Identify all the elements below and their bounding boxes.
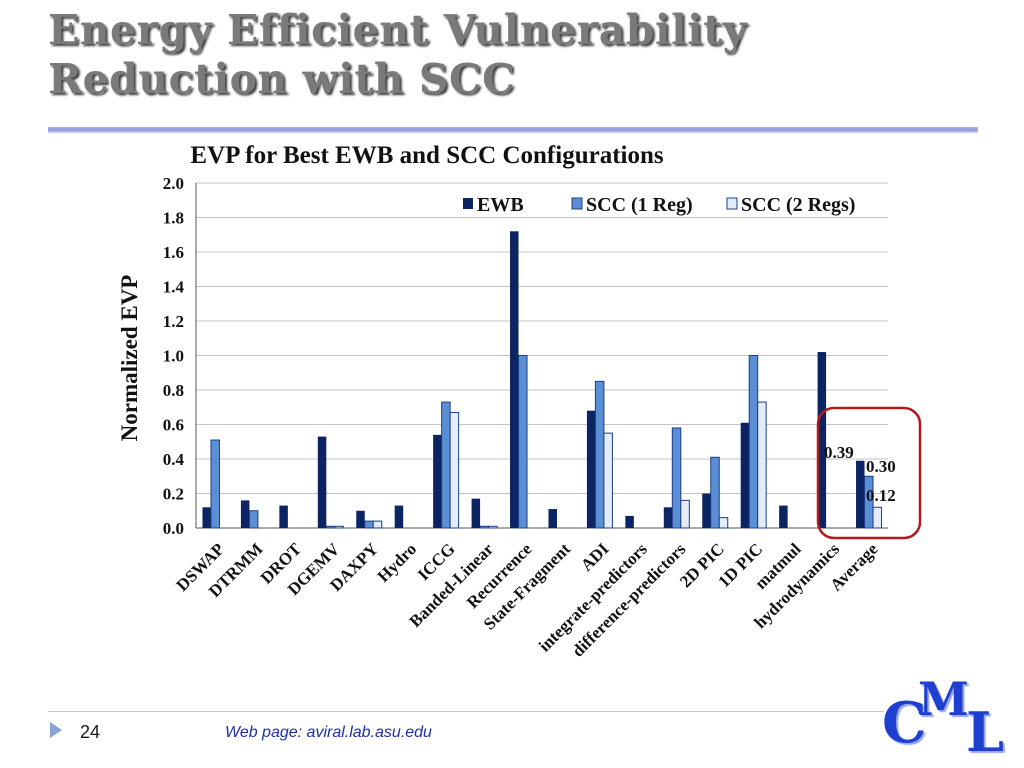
bar-ewb [279,505,288,528]
y-tick-label: 0.4 [163,450,185,469]
bar-ewb [625,515,634,528]
bar-scc-1-reg [479,525,490,529]
slide-title: Energy Efficient Vulnerability Reduction… [48,6,988,104]
bar-ewb [240,500,250,528]
y-tick-label: 1.8 [163,209,184,228]
legend-label: SCC (2 Regs) [741,194,855,216]
y-tick-label: 0.8 [163,381,184,400]
y-tick-label: 0.2 [163,485,184,504]
bar-scc-2-regs [872,506,883,529]
evp-bar-chart: EVP for Best EWB and SCC Configurations 0… [117,142,922,661]
footer-arrow-icon [50,722,62,738]
bar-scc-1-reg [748,355,759,529]
bar-ewb [702,493,711,528]
slide-title-line2: Reduction with SCC [48,55,516,103]
bar-scc-1-reg [864,475,874,529]
bar-scc-1-reg [518,355,528,529]
web-page-link[interactable]: Web page: aviral.lab.asu.edu [225,724,432,741]
bar-scc-2-regs [449,411,460,529]
y-tick-label: 1.6 [163,243,184,262]
y-tick-label: 0.0 [163,519,184,538]
legend-label: SCC (1 Reg) [586,194,693,216]
bar-scc-1-reg [248,510,259,529]
bar-scc-2-regs [603,432,613,529]
bar-ewb [740,422,750,528]
bar-ewb [317,436,327,528]
y-axis-label: Normalized EVP [117,275,142,442]
title-underline [48,127,978,133]
bar-scc-1-reg [710,456,720,529]
legend-swatch [571,197,583,210]
footer-divider [48,711,884,712]
bar-scc-1-reg [210,439,220,529]
slide-title-line1: Energy Efficient Vulnerability [48,6,748,54]
logo-letter-m: M [918,672,969,726]
average-value-label: 0.30 [866,457,896,476]
logo-letter-l: L [966,700,1004,764]
x-tick-label: Hydro [374,539,421,586]
average-value-label: 0.39 [824,443,854,462]
bar-ewb [394,505,404,528]
bar-scc-1-reg [671,427,682,529]
chart-title: EVP for Best EWB and SCC Configurations [190,142,663,169]
bar-ewb [433,434,442,528]
bar-scc-2-regs [488,525,498,529]
slide-number: 24 [80,722,101,742]
logo-letter-c: C [882,690,927,756]
legend-label: EWB [477,194,524,216]
bar-ewb [356,510,365,528]
bar-ewb [856,460,865,528]
average-value-label: 0.12 [866,486,896,505]
legend-swatch [726,197,738,210]
bar-ewb [510,231,519,529]
bar-ewb [779,505,788,528]
legend-swatch [463,198,473,209]
bar-ewb [586,410,596,528]
cml-logo: C M L [880,672,1020,764]
bar-scc-1-reg [441,401,451,529]
average-highlight-box [816,406,922,540]
bar-ewb [471,498,481,528]
y-tick-label: 0.6 [163,416,184,435]
bar-ewb [817,352,827,528]
y-tick-label: 1.4 [163,278,185,297]
bar-scc-2-regs [718,517,729,529]
y-tick-label: 1.2 [163,312,184,331]
bar-scc-2-regs [334,525,344,529]
bar-scc-1-reg [594,380,605,529]
bar-scc-2-regs [372,520,383,529]
bar-ewb [202,507,211,528]
bar-scc-1-reg [364,520,374,529]
bar-scc-2-regs [680,499,690,529]
bar-ewb [663,507,673,528]
bar-scc-1-reg [325,525,336,529]
y-tick-label: 1.0 [163,347,184,366]
bar-scc-2-regs [757,401,767,529]
bar-ewb [548,509,557,528]
y-tick-label: 2.0 [163,174,184,193]
